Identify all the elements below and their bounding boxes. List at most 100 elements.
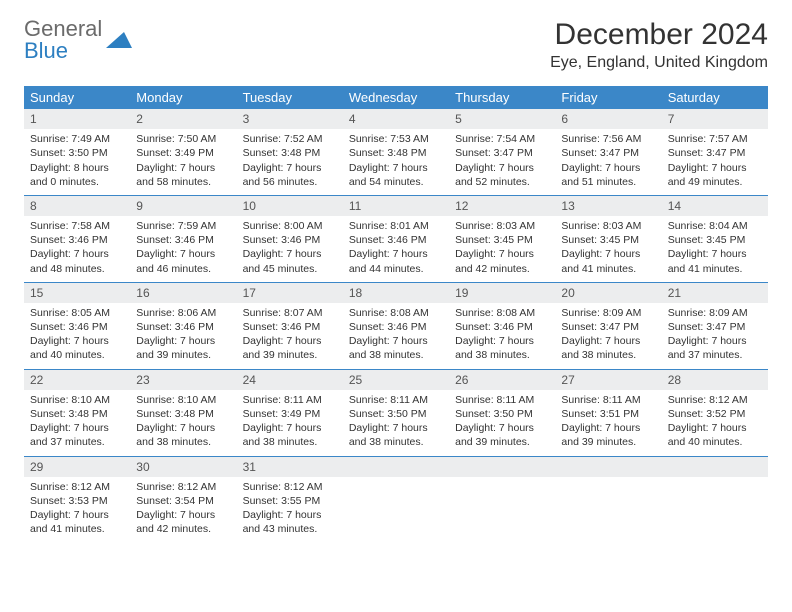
week-row: 8Sunrise: 7:58 AMSunset: 3:46 PMDaylight… (24, 196, 768, 283)
sunrise-line: Sunrise: 8:05 AM (30, 306, 124, 320)
sunrise-line: Sunrise: 8:01 AM (349, 219, 443, 233)
day-cell: 7Sunrise: 7:57 AMSunset: 3:47 PMDaylight… (662, 109, 768, 195)
day-body: Sunrise: 7:59 AMSunset: 3:46 PMDaylight:… (130, 216, 236, 282)
daylight-line: Daylight: 7 hours and 38 minutes. (455, 334, 549, 362)
daylight-line: Daylight: 7 hours and 54 minutes. (349, 161, 443, 189)
sunset-line: Sunset: 3:50 PM (349, 407, 443, 421)
day-number: 2 (130, 109, 236, 129)
sunset-line: Sunset: 3:47 PM (668, 320, 762, 334)
day-cell: 4Sunrise: 7:53 AMSunset: 3:48 PMDaylight… (343, 109, 449, 195)
daylight-line: Daylight: 7 hours and 39 minutes. (561, 421, 655, 449)
week-row: 1Sunrise: 7:49 AMSunset: 3:50 PMDaylight… (24, 109, 768, 196)
day-number: 16 (130, 283, 236, 303)
sunrise-line: Sunrise: 8:00 AM (243, 219, 337, 233)
day-cell (343, 457, 449, 543)
sunrise-line: Sunrise: 8:08 AM (349, 306, 443, 320)
day-number: 19 (449, 283, 555, 303)
daylight-line: Daylight: 7 hours and 37 minutes. (668, 334, 762, 362)
daylight-line: Daylight: 7 hours and 39 minutes. (243, 334, 337, 362)
day-body: Sunrise: 8:12 AMSunset: 3:54 PMDaylight:… (130, 477, 236, 543)
day-number: 22 (24, 370, 130, 390)
day-cell: 29Sunrise: 8:12 AMSunset: 3:53 PMDayligh… (24, 457, 130, 543)
sunrise-line: Sunrise: 8:11 AM (243, 393, 337, 407)
daylight-line: Daylight: 7 hours and 38 minutes. (243, 421, 337, 449)
day-cell: 14Sunrise: 8:04 AMSunset: 3:45 PMDayligh… (662, 196, 768, 282)
day-number: 7 (662, 109, 768, 129)
daylight-line: Daylight: 7 hours and 42 minutes. (136, 508, 230, 536)
sunset-line: Sunset: 3:48 PM (349, 146, 443, 160)
day-number: 3 (237, 109, 343, 129)
sunrise-line: Sunrise: 8:09 AM (561, 306, 655, 320)
day-cell: 19Sunrise: 8:08 AMSunset: 3:46 PMDayligh… (449, 283, 555, 369)
day-cell: 21Sunrise: 8:09 AMSunset: 3:47 PMDayligh… (662, 283, 768, 369)
daylight-line: Daylight: 7 hours and 46 minutes. (136, 247, 230, 275)
day-body: Sunrise: 7:58 AMSunset: 3:46 PMDaylight:… (24, 216, 130, 282)
logo-line2: Blue (24, 38, 68, 63)
day-body: Sunrise: 8:12 AMSunset: 3:52 PMDaylight:… (662, 390, 768, 456)
sunset-line: Sunset: 3:45 PM (455, 233, 549, 247)
sunrise-line: Sunrise: 8:04 AM (668, 219, 762, 233)
day-cell: 2Sunrise: 7:50 AMSunset: 3:49 PMDaylight… (130, 109, 236, 195)
day-body: Sunrise: 8:10 AMSunset: 3:48 PMDaylight:… (130, 390, 236, 456)
day-number: 9 (130, 196, 236, 216)
daylight-line: Daylight: 7 hours and 41 minutes. (561, 247, 655, 275)
sunrise-line: Sunrise: 8:11 AM (561, 393, 655, 407)
calendar: Sunday Monday Tuesday Wednesday Thursday… (24, 86, 768, 542)
day-body (662, 477, 768, 537)
day-body: Sunrise: 8:00 AMSunset: 3:46 PMDaylight:… (237, 216, 343, 282)
daylight-line: Daylight: 7 hours and 43 minutes. (243, 508, 337, 536)
day-body: Sunrise: 8:12 AMSunset: 3:55 PMDaylight:… (237, 477, 343, 543)
day-body: Sunrise: 8:11 AMSunset: 3:50 PMDaylight:… (343, 390, 449, 456)
logo-line1: General (24, 18, 102, 40)
day-body: Sunrise: 8:05 AMSunset: 3:46 PMDaylight:… (24, 303, 130, 369)
day-body: Sunrise: 8:11 AMSunset: 3:49 PMDaylight:… (237, 390, 343, 456)
day-cell: 23Sunrise: 8:10 AMSunset: 3:48 PMDayligh… (130, 370, 236, 456)
day-number: 24 (237, 370, 343, 390)
day-header: Tuesday (237, 86, 343, 109)
sunrise-line: Sunrise: 7:56 AM (561, 132, 655, 146)
day-cell: 5Sunrise: 7:54 AMSunset: 3:47 PMDaylight… (449, 109, 555, 195)
sunset-line: Sunset: 3:49 PM (243, 407, 337, 421)
day-number: 4 (343, 109, 449, 129)
sunset-line: Sunset: 3:51 PM (561, 407, 655, 421)
daylight-line: Daylight: 7 hours and 38 minutes. (349, 334, 443, 362)
day-number: 12 (449, 196, 555, 216)
sunset-line: Sunset: 3:46 PM (349, 233, 443, 247)
day-cell: 1Sunrise: 7:49 AMSunset: 3:50 PMDaylight… (24, 109, 130, 195)
day-number: 15 (24, 283, 130, 303)
month-title: December 2024 (550, 18, 768, 52)
day-number: 20 (555, 283, 661, 303)
day-body: Sunrise: 7:54 AMSunset: 3:47 PMDaylight:… (449, 129, 555, 195)
day-body: Sunrise: 8:11 AMSunset: 3:50 PMDaylight:… (449, 390, 555, 456)
logo-triangle-icon (106, 30, 132, 50)
sunset-line: Sunset: 3:52 PM (668, 407, 762, 421)
day-header: Wednesday (343, 86, 449, 109)
sunrise-line: Sunrise: 8:12 AM (668, 393, 762, 407)
day-body: Sunrise: 8:12 AMSunset: 3:53 PMDaylight:… (24, 477, 130, 543)
day-body: Sunrise: 8:10 AMSunset: 3:48 PMDaylight:… (24, 390, 130, 456)
daylight-line: Daylight: 7 hours and 49 minutes. (668, 161, 762, 189)
day-cell: 31Sunrise: 8:12 AMSunset: 3:55 PMDayligh… (237, 457, 343, 543)
daylight-line: Daylight: 7 hours and 48 minutes. (30, 247, 124, 275)
day-number: 17 (237, 283, 343, 303)
location: Eye, England, United Kingdom (550, 54, 768, 72)
day-cell: 28Sunrise: 8:12 AMSunset: 3:52 PMDayligh… (662, 370, 768, 456)
day-cell: 26Sunrise: 8:11 AMSunset: 3:50 PMDayligh… (449, 370, 555, 456)
day-body: Sunrise: 8:08 AMSunset: 3:46 PMDaylight:… (449, 303, 555, 369)
day-header: Saturday (662, 86, 768, 109)
day-header: Friday (555, 86, 661, 109)
daylight-line: Daylight: 7 hours and 38 minutes. (561, 334, 655, 362)
day-number: 5 (449, 109, 555, 129)
day-body: Sunrise: 8:01 AMSunset: 3:46 PMDaylight:… (343, 216, 449, 282)
sunrise-line: Sunrise: 8:10 AM (136, 393, 230, 407)
week-row: 22Sunrise: 8:10 AMSunset: 3:48 PMDayligh… (24, 370, 768, 457)
day-header: Thursday (449, 86, 555, 109)
day-body: Sunrise: 7:52 AMSunset: 3:48 PMDaylight:… (237, 129, 343, 195)
day-body: Sunrise: 7:57 AMSunset: 3:47 PMDaylight:… (662, 129, 768, 195)
sunset-line: Sunset: 3:46 PM (30, 233, 124, 247)
sunset-line: Sunset: 3:46 PM (136, 320, 230, 334)
day-body: Sunrise: 8:04 AMSunset: 3:45 PMDaylight:… (662, 216, 768, 282)
day-cell: 16Sunrise: 8:06 AMSunset: 3:46 PMDayligh… (130, 283, 236, 369)
day-cell: 24Sunrise: 8:11 AMSunset: 3:49 PMDayligh… (237, 370, 343, 456)
day-number: 1 (24, 109, 130, 129)
